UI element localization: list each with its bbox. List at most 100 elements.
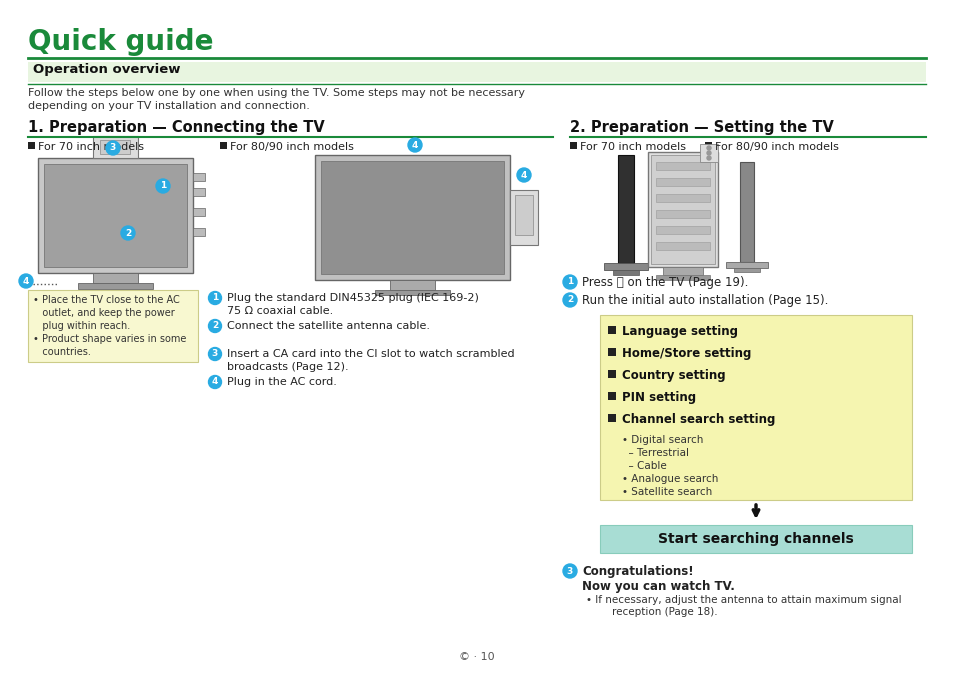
Text: Plug the standard DIN45325 plug (IEC 169-2): Plug the standard DIN45325 plug (IEC 169… <box>227 293 478 303</box>
Bar <box>320 161 503 274</box>
Text: 3: 3 <box>212 350 218 358</box>
Bar <box>193 188 205 196</box>
Circle shape <box>106 141 120 155</box>
Text: Now you can watch TV.: Now you can watch TV. <box>581 580 734 593</box>
Text: 2: 2 <box>566 296 573 304</box>
Bar <box>662 267 702 275</box>
Bar <box>28 142 35 149</box>
Circle shape <box>408 138 421 152</box>
Text: 4: 4 <box>520 171 527 180</box>
Circle shape <box>562 275 577 289</box>
Text: • Place the TV close to the AC: • Place the TV close to the AC <box>33 295 179 305</box>
Text: 4: 4 <box>212 377 218 387</box>
Bar <box>390 280 435 290</box>
Bar <box>618 155 634 263</box>
Bar <box>375 290 450 295</box>
Bar <box>607 392 616 400</box>
Circle shape <box>121 226 135 240</box>
Text: countries.: countries. <box>33 347 91 357</box>
Bar <box>656 210 709 218</box>
Text: plug within reach.: plug within reach. <box>33 321 131 331</box>
Bar <box>220 142 227 149</box>
Bar <box>656 162 709 170</box>
Bar <box>28 62 925 82</box>
Text: depending on your TV installation and connection.: depending on your TV installation and co… <box>28 101 310 111</box>
Text: 4: 4 <box>23 277 30 286</box>
Bar <box>193 208 205 216</box>
Bar <box>647 152 718 267</box>
Text: outlet, and keep the power: outlet, and keep the power <box>33 308 174 318</box>
Bar <box>656 178 709 186</box>
Bar <box>78 283 152 289</box>
Text: 1. Preparation — Connecting the TV: 1. Preparation — Connecting the TV <box>28 120 324 135</box>
Text: 3: 3 <box>566 566 573 576</box>
Bar <box>650 155 714 264</box>
Bar <box>700 144 718 162</box>
Bar <box>510 190 537 245</box>
Bar <box>656 194 709 202</box>
Bar <box>100 140 130 154</box>
Text: 1: 1 <box>212 294 218 302</box>
Text: Country setting: Country setting <box>621 369 725 382</box>
Text: 2. Preparation — Setting the TV: 2. Preparation — Setting the TV <box>569 120 833 135</box>
Circle shape <box>209 348 221 360</box>
Text: For 70 inch models: For 70 inch models <box>579 142 685 152</box>
Bar <box>314 155 510 280</box>
Circle shape <box>562 564 577 578</box>
Bar <box>44 164 187 267</box>
Circle shape <box>706 151 710 155</box>
Text: Operation overview: Operation overview <box>33 63 180 76</box>
Text: 2: 2 <box>212 321 218 331</box>
Text: © · 10: © · 10 <box>458 652 495 662</box>
Bar <box>92 273 138 283</box>
Text: Channel search setting: Channel search setting <box>621 413 775 426</box>
Text: Home/Store setting: Home/Store setting <box>621 347 751 360</box>
Bar <box>603 263 647 270</box>
Text: Press ⏻ on the TV (Page 19).: Press ⏻ on the TV (Page 19). <box>581 276 747 289</box>
Text: 1: 1 <box>160 182 166 190</box>
Text: 75 Ω coaxial cable.: 75 Ω coaxial cable. <box>227 306 333 316</box>
Bar <box>656 226 709 234</box>
Text: • Analogue search: • Analogue search <box>621 474 718 484</box>
Bar <box>569 142 577 149</box>
Bar <box>656 275 709 280</box>
Text: – Terrestrial: – Terrestrial <box>621 448 688 458</box>
Bar <box>193 228 205 236</box>
Bar <box>193 173 205 181</box>
Text: Congratulations!: Congratulations! <box>581 565 693 578</box>
Bar <box>38 158 193 273</box>
Bar <box>28 290 198 362</box>
Bar <box>599 315 911 500</box>
Bar <box>607 414 616 422</box>
Bar <box>607 326 616 334</box>
Bar <box>733 268 760 272</box>
Circle shape <box>706 146 710 150</box>
Text: Plug in the AC cord.: Plug in the AC cord. <box>227 377 336 387</box>
Circle shape <box>209 375 221 389</box>
Text: For 80/90 inch models: For 80/90 inch models <box>230 142 354 152</box>
Bar <box>704 142 711 149</box>
Text: PIN setting: PIN setting <box>621 391 696 404</box>
Text: Run the initial auto installation (Page 15).: Run the initial auto installation (Page … <box>581 294 827 307</box>
Bar <box>740 162 753 262</box>
Text: For 70 inch models: For 70 inch models <box>38 142 144 152</box>
Text: 2: 2 <box>125 229 131 238</box>
Text: 1: 1 <box>566 277 573 286</box>
Text: Connect the satellite antenna cable.: Connect the satellite antenna cable. <box>227 321 430 331</box>
Circle shape <box>156 179 170 193</box>
Bar <box>92 136 138 158</box>
Text: broadcasts (Page 12).: broadcasts (Page 12). <box>227 362 348 372</box>
Text: 4: 4 <box>412 140 417 149</box>
Text: For 80/90 inch models: For 80/90 inch models <box>714 142 838 152</box>
Text: • Satellite search: • Satellite search <box>621 487 712 497</box>
Circle shape <box>706 156 710 160</box>
Bar <box>607 348 616 356</box>
Circle shape <box>19 274 33 288</box>
Text: • Digital search: • Digital search <box>621 435 702 445</box>
Circle shape <box>517 168 531 182</box>
Bar <box>725 262 767 268</box>
Bar <box>656 242 709 250</box>
Circle shape <box>209 319 221 333</box>
Text: • If necessary, adjust the antenna to attain maximum signal
        reception (P: • If necessary, adjust the antenna to at… <box>585 595 901 616</box>
Bar <box>607 370 616 378</box>
